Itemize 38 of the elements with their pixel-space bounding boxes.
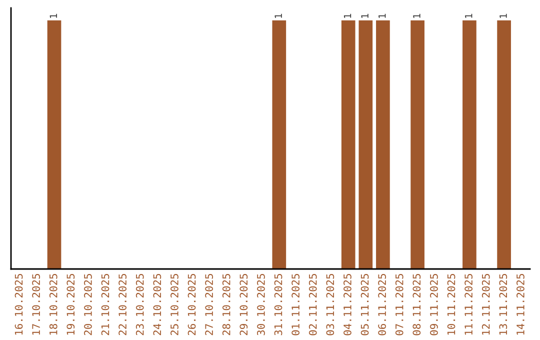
data-label: 1 <box>361 14 368 18</box>
x-tick-label: 29.10.2025 <box>240 274 248 336</box>
x-tick-label: 04.11.2025 <box>344 274 352 336</box>
x-tick-label: 24.10.2025 <box>153 274 162 336</box>
data-label: 1 <box>500 14 507 18</box>
x-tick-label: 02.11.2025 <box>308 274 317 336</box>
x-tick-label: 10.11.2025 <box>447 274 456 335</box>
data-label: 1 <box>50 14 57 18</box>
x-tick-label: 22.10.2025 <box>118 274 126 336</box>
x-tick-label: 25.10.2025 <box>170 274 178 336</box>
data-label: 1 <box>465 14 472 18</box>
x-tick-label: 01.11.2025 <box>292 274 300 336</box>
x-tick-label: 18.10.2025 <box>49 274 58 335</box>
x-tick-label: 06.11.2025 <box>378 274 386 336</box>
x-tick-label: 07.11.2025 <box>395 274 404 336</box>
x-tick-label: 11.11.2025 <box>464 274 472 335</box>
data-label: 1 <box>344 14 352 18</box>
x-tick-label: 14.11.2025 <box>516 274 524 335</box>
x-tick-label: 30.10.2025 <box>257 274 265 336</box>
x-tick-label: 12.11.2025 <box>482 274 490 335</box>
x-tick-label: 26.10.2025 <box>188 274 196 336</box>
x-tick-label: 17.10.2025 <box>32 274 40 335</box>
x-tick-label: 05.11.2025 <box>360 274 369 336</box>
data-label: 1 <box>274 14 282 18</box>
x-tick-label: 13.11.2025 <box>499 274 508 335</box>
x-tick-label: 09.11.2025 <box>430 274 438 336</box>
x-tick-label: 16.10.2025 <box>14 274 23 335</box>
x-tick-label: 19.10.2025 <box>66 274 75 335</box>
data-label: 1 <box>378 14 386 18</box>
x-tick-label: 27.10.2025 <box>205 274 213 336</box>
x-tick-label: 08.11.2025 <box>412 274 421 336</box>
x-tick-label: 23.10.2025 <box>136 274 144 336</box>
data-label: 1 <box>413 14 420 18</box>
x-tick-label: 03.11.2025 <box>326 274 334 336</box>
x-tick-label: 20.10.2025 <box>84 274 92 336</box>
x-tick-label: 21.10.2025 <box>101 274 110 336</box>
x-tick-label: 31.10.2025 <box>274 274 282 336</box>
x-tick-label: 28.10.2025 <box>222 274 230 336</box>
